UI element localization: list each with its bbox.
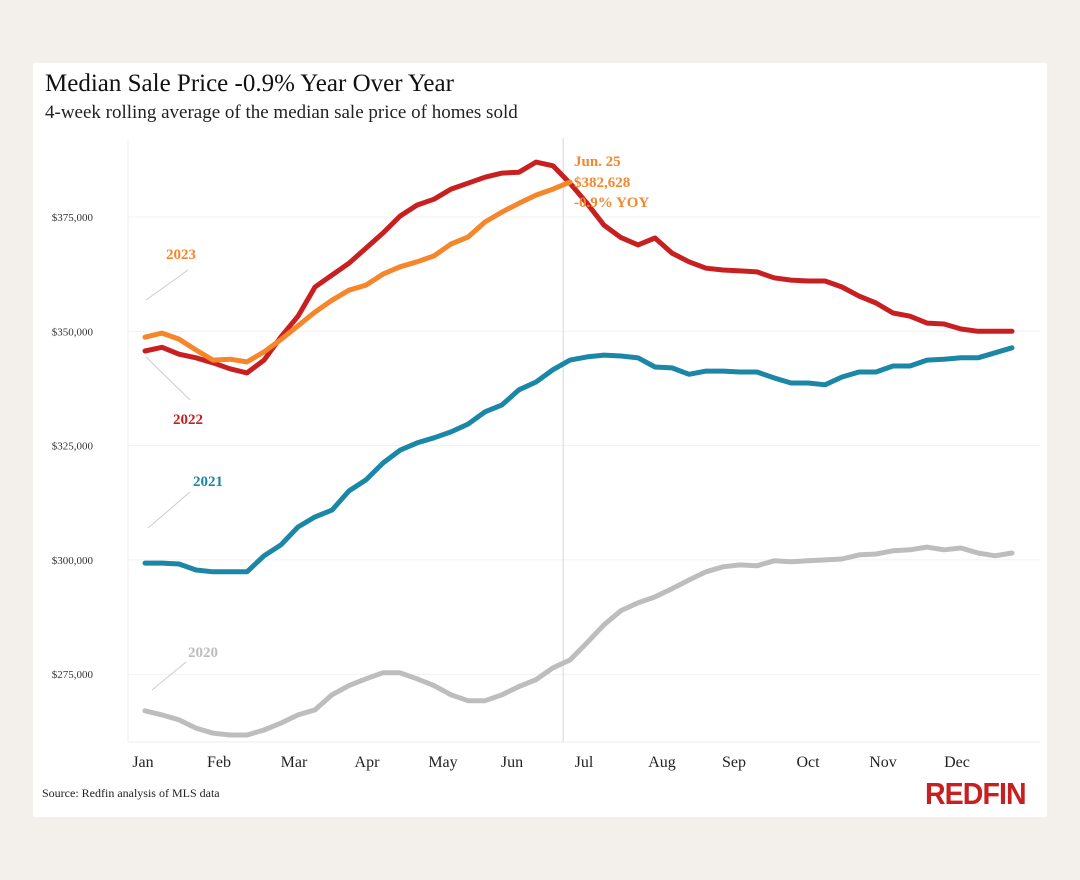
y-tick-label: $350,000 — [52, 326, 94, 338]
leader-line-2021 — [147, 491, 191, 529]
series-line-2023 — [142, 179, 573, 365]
x-tick-label: Sep — [722, 754, 746, 771]
series-line-2020 — [142, 544, 1015, 738]
x-tick-label: Nov — [869, 754, 897, 771]
series-label-2021: 2021 — [193, 474, 223, 490]
x-tick-label: Jan — [132, 754, 153, 771]
leader-line-2023 — [145, 269, 189, 301]
y-tick-label: $300,000 — [52, 555, 94, 567]
y-tick-label: $375,000 — [52, 212, 94, 224]
x-tick-label: Mar — [281, 754, 308, 771]
x-tick-label: Apr — [355, 754, 381, 771]
series-label-2022: 2022 — [173, 412, 203, 428]
x-tick-label: Oct — [796, 754, 820, 771]
x-tick-label: May — [428, 754, 457, 771]
series-line-2022 — [142, 159, 1015, 376]
annotation-value: $382,628 — [574, 175, 630, 191]
leader-line-2020 — [151, 661, 187, 691]
x-tick-label: Aug — [648, 754, 676, 771]
series-label-2023: 2023 — [166, 247, 196, 263]
x-tick-label: Dec — [944, 754, 970, 771]
y-tick-label: $325,000 — [52, 441, 94, 453]
chart-subtitle: 4-week rolling average of the median sal… — [45, 102, 518, 123]
series-line-2021 — [142, 345, 1015, 575]
annotation-date: Jun. 25 — [574, 154, 621, 170]
annotation-change: -0.9% YOY — [574, 195, 649, 211]
leader-line-2022 — [145, 356, 191, 401]
chart-card — [33, 63, 1047, 817]
x-tick-label: Feb — [207, 754, 231, 771]
chart-title: Median Sale Price -0.9% Year Over Year — [45, 70, 454, 97]
x-tick-label: Jul — [575, 754, 594, 771]
series-label-2020: 2020 — [188, 645, 218, 661]
redfin-logo: REDFIN — [925, 776, 1027, 811]
source-note: Source: Redfin analysis of MLS data — [42, 786, 220, 800]
x-tick-label: Jun — [501, 754, 523, 771]
y-tick-label: $275,000 — [52, 669, 94, 681]
